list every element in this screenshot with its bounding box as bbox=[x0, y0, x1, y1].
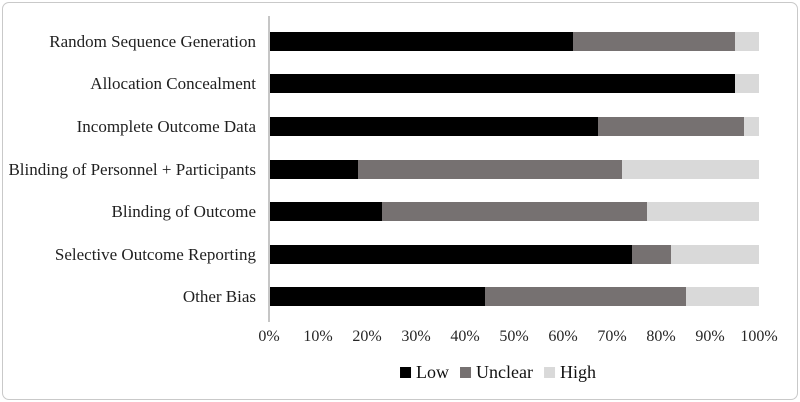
stacked-bar bbox=[270, 202, 759, 222]
stacked-bar bbox=[270, 31, 759, 51]
bar-segment-low bbox=[270, 202, 383, 222]
bar-segment-unclear bbox=[358, 159, 623, 179]
legend-label: Unclear bbox=[476, 362, 533, 382]
x-tick-label: 0% bbox=[258, 328, 280, 345]
x-tick-label: 100% bbox=[740, 328, 778, 345]
x-tick-label: 20% bbox=[352, 328, 382, 345]
bar-segment-low bbox=[270, 244, 632, 264]
bar-segment-high bbox=[622, 159, 759, 179]
stacked-bar bbox=[270, 287, 759, 307]
legend-label: Low bbox=[416, 362, 450, 382]
bar-segment-low bbox=[270, 116, 598, 136]
stacked-bar bbox=[270, 116, 759, 136]
bar-segment-high bbox=[734, 74, 759, 94]
bar-row bbox=[270, 63, 759, 106]
legend-swatch-low bbox=[400, 366, 412, 378]
stacked-bar bbox=[270, 74, 759, 94]
stacked-bar bbox=[270, 244, 759, 264]
x-tick-label: 10% bbox=[303, 328, 333, 345]
category-label: Blinding of Personnel + Participants bbox=[8, 159, 256, 179]
legend-item-high: High bbox=[543, 362, 596, 382]
bar-segment-unclear bbox=[631, 244, 671, 264]
x-tick-label: 30% bbox=[401, 328, 431, 345]
x-tick-label: 70% bbox=[597, 328, 627, 345]
legend: Low Unclear High bbox=[400, 363, 596, 381]
legend-swatch-unclear bbox=[460, 366, 472, 378]
y-axis-line bbox=[268, 16, 270, 322]
x-tick-label: 40% bbox=[450, 328, 480, 345]
bar-row bbox=[270, 275, 759, 318]
x-tick-label: 60% bbox=[548, 328, 578, 345]
bar-segment-high bbox=[670, 244, 759, 264]
bar-segment-unclear bbox=[382, 202, 647, 222]
stacked-bar bbox=[270, 159, 759, 179]
category-label: Blinding of Outcome bbox=[111, 202, 256, 222]
bar-segment-low bbox=[270, 31, 574, 51]
bar-row bbox=[270, 20, 759, 63]
plot-area bbox=[270, 20, 759, 318]
legend-swatch-high bbox=[543, 366, 555, 378]
bar-segment-high bbox=[744, 116, 759, 136]
bar-segment-unclear bbox=[485, 287, 686, 307]
category-label: Incomplete Outcome Data bbox=[76, 116, 256, 136]
bar-segment-high bbox=[734, 31, 759, 51]
bar-segment-high bbox=[685, 287, 759, 307]
x-axis: 0% 10% 20% 30% 40% 50% 60% 70% 80% 90% 100% bbox=[258, 328, 777, 349]
category-label: Random Sequence Generation bbox=[49, 31, 256, 51]
category-labels: Random Sequence Generation Allocation Con… bbox=[0, 20, 256, 318]
bar-segment-unclear bbox=[597, 116, 745, 136]
legend-label: High bbox=[559, 362, 596, 382]
category-label: Selective Outcome Reporting bbox=[54, 244, 256, 264]
x-tick-label: 90% bbox=[695, 328, 725, 345]
legend-item-unclear: Unclear bbox=[460, 363, 533, 381]
bar-row bbox=[270, 148, 759, 191]
bar-row bbox=[270, 190, 759, 233]
bar-segment-unclear bbox=[573, 31, 735, 51]
category-label: Allocation Concealment bbox=[90, 74, 256, 94]
bar-row bbox=[270, 233, 759, 276]
x-tick-label: 80% bbox=[646, 328, 676, 345]
bar-segment-high bbox=[646, 202, 759, 222]
bar-segment-low bbox=[270, 159, 359, 179]
bar-segment-low bbox=[270, 74, 735, 94]
legend-item-low: Low bbox=[400, 363, 449, 381]
bar-segment-low bbox=[270, 287, 486, 307]
x-tick-label: 50% bbox=[499, 328, 529, 345]
bar-row bbox=[270, 105, 759, 148]
category-label: Other Bias bbox=[182, 287, 256, 307]
